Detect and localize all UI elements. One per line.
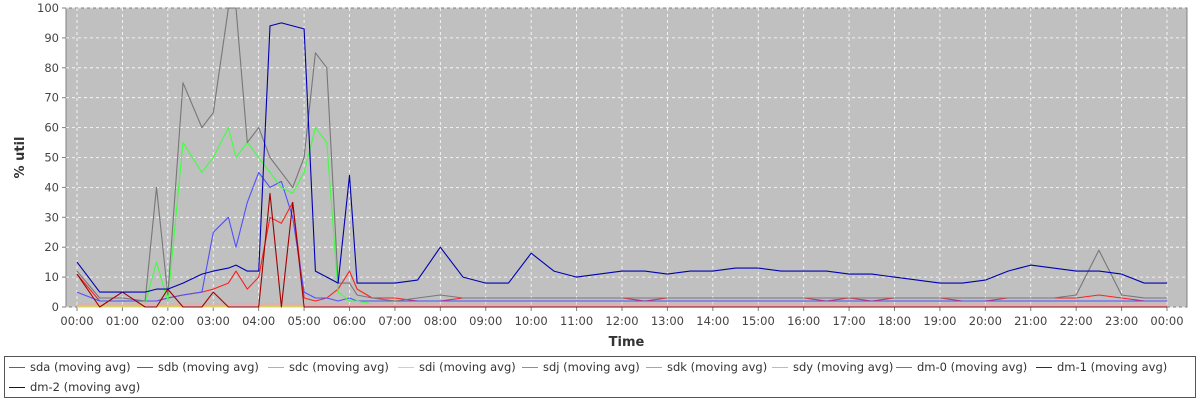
y-tick-label: 100 [37,1,59,15]
series-line-dm-0 [76,7,1167,302]
legend-item-dm-2: dm-2 (moving avg) [9,378,140,396]
x-tick-label: 06:00 [333,314,366,328]
x-tick-label: 09:00 [469,314,502,328]
legend-item-dm-1: dm-1 (moving avg) [1036,358,1167,376]
y-tick-label: 40 [44,180,59,194]
legend-item-sdk: sdk (moving avg) [646,358,767,376]
x-tick-label: 19:00 [923,314,956,328]
x-tick-label: 04:00 [242,314,275,328]
x-tick-label: 11:00 [560,314,593,328]
legend-label-dm-1: dm-1 (moving avg) [1057,360,1168,374]
x-tick-label: 17:00 [833,314,866,328]
x-tick-label: 18:00 [878,314,911,328]
chart-legend: sda (moving avg) sdb (moving avg) sdc (m… [4,356,1196,398]
x-tick-label: 23:00 [1105,314,1138,328]
legend-swatch-dm-2 [9,386,25,388]
legend-item-dm-0: dm-0 (moving avg) [896,358,1027,376]
legend-item-sdj: sdj (moving avg) [522,358,640,376]
y-tick-label: 90 [44,31,59,45]
x-tick-label: 10:00 [515,314,548,328]
legend-label-dm-2: dm-2 (moving avg) [30,380,141,394]
y-tick-label: 80 [44,61,59,75]
x-tick-label: 14:00 [696,314,729,328]
x-tick-label: 00:00 [1150,314,1183,328]
legend-label-sdk: sdk (moving avg) [667,360,768,374]
legend-swatch-dm-1 [1036,366,1052,368]
legend-label-sdj: sdj (moving avg) [543,360,640,374]
legend-swatch-dm-0 [896,366,912,368]
x-tick-label: 02:00 [151,314,184,328]
x-tick-label: 16:00 [787,314,820,328]
x-tick-label: 22:00 [1060,314,1093,328]
y-tick-label: 0 [52,300,59,314]
x-tick-label: 00:00 [60,314,93,328]
legend-label-sdb: sdb (moving avg) [158,360,259,374]
legend-swatch-sdc [268,366,284,368]
y-tick-label: 70 [44,91,59,105]
y-axis-title: % util [13,137,28,179]
series-line-sdb [76,171,1167,302]
legend-swatch-sdy [772,366,788,368]
legend-swatch-sdb [137,366,153,368]
legend-label-sdy: sdy (moving avg) [793,360,894,374]
x-axis-title: Time [609,335,645,350]
legend-item-sdy: sdy (moving avg) [772,358,893,376]
x-tick-label: 20:00 [969,314,1002,328]
x-tick-label: 12:00 [605,314,638,328]
x-tick-label: 01:00 [106,314,139,328]
legend-label-sda: sda (moving avg) [30,360,131,374]
legend-swatch-sdj [522,366,538,368]
x-tick-label: 07:00 [378,314,411,328]
x-tick-label: 08:00 [424,314,457,328]
legend-swatch-sdk [646,366,662,368]
y-tick-label: 30 [44,210,59,224]
x-tick-label: 13:00 [651,314,684,328]
x-tick-label: 05:00 [288,314,321,328]
legend-swatch-sda [9,366,25,368]
y-tick-label: 50 [44,151,59,165]
x-tick-label: 15:00 [742,314,775,328]
legend-label-dm-0: dm-0 (moving avg) [917,360,1028,374]
legend-label-sdc: sdc (moving avg) [289,360,389,374]
legend-item-sdb: sdb (moving avg) [137,358,259,376]
y-tick-label: 60 [44,121,59,135]
x-tick-label: 21:00 [1014,314,1047,328]
legend-swatch-sdi [398,366,414,368]
legend-item-sda: sda (moving avg) [9,358,131,376]
series-line-dm-1 [76,192,1167,308]
y-tick-label: 20 [44,240,59,254]
legend-item-sdi: sdi (moving avg) [398,358,516,376]
legend-label-sdi: sdi (moving avg) [419,360,516,374]
legend-item-sdc: sdc (moving avg) [268,358,389,376]
x-tick-label: 03:00 [197,314,230,328]
series-line-dm-2 [76,22,1167,293]
y-tick-label: 10 [44,270,59,284]
